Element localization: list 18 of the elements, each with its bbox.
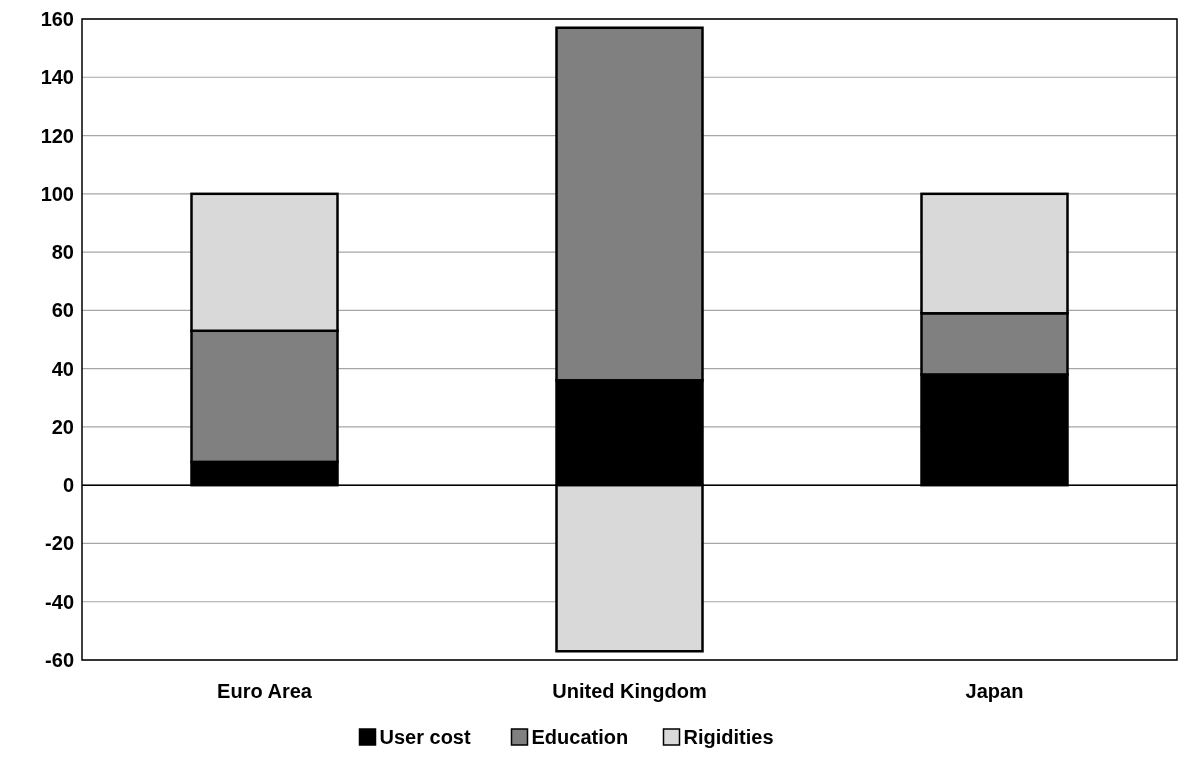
x-tick-label: Japan [965, 680, 1024, 702]
legend-label: Education [531, 726, 629, 748]
y-tick-label: 100 [40, 182, 74, 205]
legend-label: User cost [379, 726, 471, 748]
y-tick-label: -40 [45, 590, 74, 613]
y-tick-label: 120 [40, 124, 74, 147]
y-tick-label: 160 [40, 8, 74, 30]
x-tick-label: Euro Area [217, 680, 313, 702]
y-tick-label: 40 [51, 357, 74, 380]
x-tick-label: United Kingdom [552, 680, 707, 702]
legend-label: Rigidities [683, 726, 774, 748]
y-tick-label: 0 [62, 474, 74, 497]
y-tick-label: -20 [45, 532, 74, 555]
y-tick-label: 80 [51, 241, 74, 264]
y-tick-label: 20 [51, 415, 74, 438]
y-tick-label: 140 [40, 66, 74, 89]
y-tick-label: -60 [45, 649, 74, 671]
y-tick-label: 60 [51, 299, 74, 322]
